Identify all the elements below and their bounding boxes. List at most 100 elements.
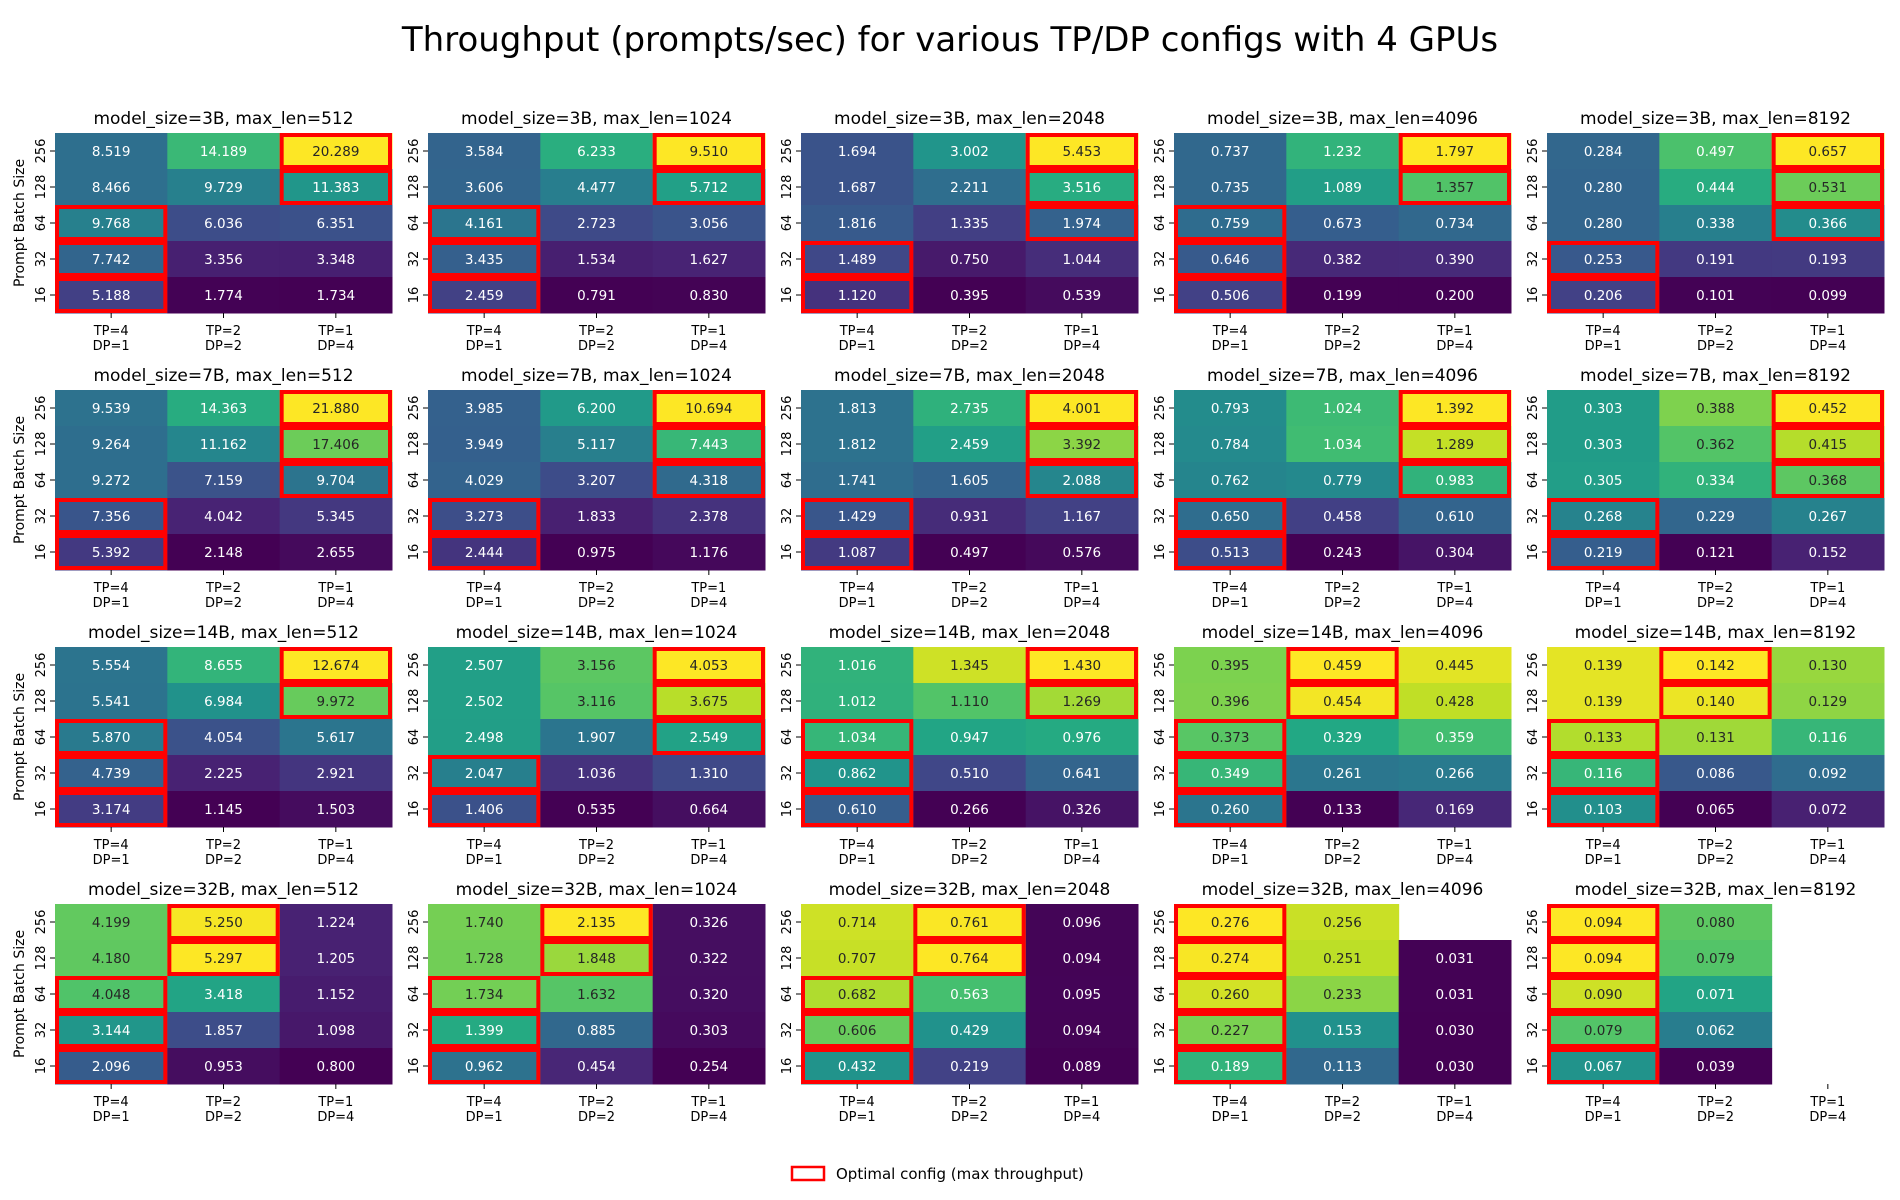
heatmap-cell	[428, 940, 541, 977]
heatmap-cell	[1174, 1012, 1287, 1049]
x-tick-label-tp: TP=1	[1063, 838, 1099, 853]
heatmap-cell	[279, 647, 393, 684]
y-tick-label: 128	[1153, 432, 1168, 457]
heatmap-cell	[1286, 755, 1400, 792]
cell-value-label: 4.180	[92, 951, 131, 967]
y-tick-label: 128	[407, 946, 422, 971]
x-tick-label-dp: DP=1	[1212, 596, 1249, 611]
optimal-config-highlight	[801, 277, 914, 313]
cell-value-label: 0.459	[1323, 658, 1362, 674]
x-tick-label-tp: TP=1	[317, 581, 353, 596]
cell-value-label: 1.036	[577, 766, 616, 782]
cell-value-label: 0.395	[950, 288, 989, 304]
heatmap-cell	[1286, 462, 1400, 499]
y-tick-label: 256	[1153, 396, 1168, 421]
heatmap-cell	[652, 940, 766, 977]
cell-value-label: 1.627	[690, 252, 729, 268]
x-tick-label-dp: DP=4	[1809, 596, 1846, 611]
x-tick-label-dp: DP=4	[690, 853, 727, 868]
cell-value-label: 0.563	[950, 987, 989, 1003]
heatmap-cell	[1025, 241, 1139, 278]
y-tick-label: 32	[1153, 508, 1168, 525]
x-tick-label-tp: TP=4	[839, 324, 875, 339]
optimal-config-highlight	[1025, 169, 1138, 205]
cell-value-label: 0.094	[1063, 1023, 1102, 1039]
heatmap-cell	[913, 1012, 1027, 1049]
x-tick-label-tp: TP=2	[951, 1095, 987, 1110]
heatmap-cell	[55, 755, 168, 792]
cell-value-label: 0.510	[950, 766, 989, 782]
cell-value-label: 3.056	[690, 216, 729, 232]
cell-value-label: 0.338	[1696, 216, 1735, 232]
cell-value-label: 0.089	[1063, 1059, 1102, 1075]
y-tick-label: 64	[34, 986, 49, 1003]
cell-value-label: 1.145	[204, 802, 243, 818]
panel-title: model_size=3B, max_len=2048	[834, 109, 1105, 129]
heatmap-cell	[55, 683, 168, 720]
cell-value-label: 0.830	[690, 288, 729, 304]
heatmap-cell	[1174, 940, 1287, 977]
optimal-config-highlight	[428, 791, 541, 827]
cell-value-label: 0.191	[1696, 252, 1735, 268]
x-tick-label-dp: DP=1	[839, 596, 876, 611]
y-tick-label: 128	[34, 946, 49, 971]
y-tick-label: 64	[780, 215, 795, 232]
y-tick-label: 256	[780, 139, 795, 164]
cell-value-label: 0.304	[1436, 545, 1475, 561]
cell-value-label: 1.734	[465, 987, 504, 1003]
cell-value-label: 0.452	[1809, 401, 1848, 417]
y-axis-label: Prompt Batch Size	[12, 416, 28, 544]
cell-value-label: 10.694	[685, 401, 732, 417]
heatmap-cell	[1174, 462, 1287, 499]
optimal-config-highlight	[1174, 791, 1287, 827]
heatmap-cell	[801, 940, 914, 977]
optimal-config-highlight	[801, 1012, 914, 1048]
heatmap-cell	[801, 791, 914, 828]
heatmap-cell	[167, 241, 281, 278]
cell-value-label: 2.459	[465, 288, 504, 304]
optimal-config-highlight	[428, 277, 541, 313]
cell-value-label: 9.272	[92, 473, 131, 489]
heatmap-cell	[801, 976, 914, 1013]
heatmap-cell	[167, 791, 281, 828]
optimal-config-highlight	[652, 683, 766, 719]
panel-grid: model_size=3B, max_len=512 8.519 14.189 20.…	[12, 109, 1885, 1125]
heatmap-cell	[913, 426, 1027, 463]
cell-value-label: 0.254	[690, 1059, 729, 1075]
x-tick-label-dp: DP=4	[1436, 853, 1473, 868]
heatmap-cell	[913, 755, 1027, 792]
optimal-config-highlight	[279, 390, 392, 426]
heatmap-cell	[1286, 904, 1400, 941]
heatmap-cell	[801, 1012, 914, 1049]
heatmap-panel: model_size=3B, max_len=512 8.519 14.189 20.…	[12, 109, 393, 354]
cell-value-label: 2.211	[950, 180, 989, 196]
cell-value-label: 3.144	[92, 1023, 131, 1039]
heatmap-cell	[55, 647, 168, 684]
heatmap-cell	[1659, 462, 1773, 499]
optimal-config-highlight	[652, 719, 766, 755]
cell-value-label: 0.734	[1436, 216, 1475, 232]
x-tick-label-dp: DP=2	[951, 1110, 988, 1125]
optimal-config-highlight	[1025, 133, 1138, 169]
heatmap-cell	[279, 719, 393, 756]
cell-value-label: 0.274	[1211, 951, 1250, 967]
x-tick-label-dp: DP=4	[317, 1110, 354, 1125]
heatmap-cell	[540, 755, 654, 792]
x-tick-label-tp: TP=1	[317, 1095, 353, 1110]
heatmap-cell	[1398, 205, 1512, 242]
panel-title: model_size=32B, max_len=512	[88, 880, 359, 900]
heatmap-cell	[55, 719, 168, 756]
heatmap-cell	[540, 426, 654, 463]
cell-value-label: 1.289	[1436, 437, 1475, 453]
cell-value-label: 1.310	[690, 766, 729, 782]
y-tick-label: 128	[407, 432, 422, 457]
x-tick-label-dp: DP=4	[1063, 339, 1100, 354]
heatmap-cell	[540, 534, 654, 571]
heatmap-cell	[801, 534, 914, 571]
cell-value-label: 1.489	[838, 252, 877, 268]
optimal-config-highlight	[801, 241, 914, 277]
optimal-config-highlight	[1174, 719, 1287, 755]
optimal-config-highlight	[167, 940, 280, 976]
y-tick-label: 256	[1526, 139, 1541, 164]
x-tick-label-tp: TP=4	[1212, 838, 1248, 853]
